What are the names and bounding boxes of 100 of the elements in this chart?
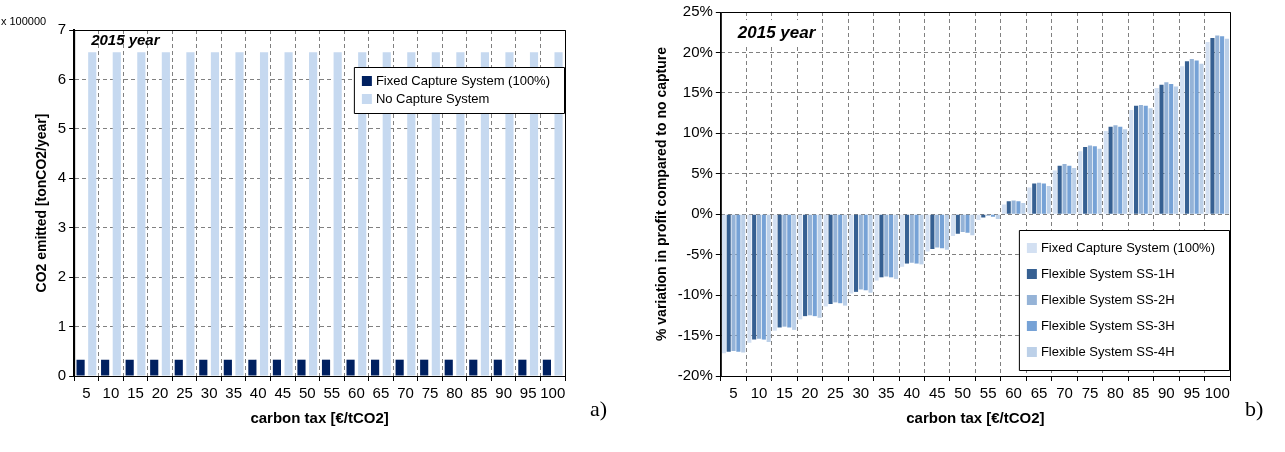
bar [1199,63,1204,214]
x-tick-label: 75 [421,384,439,402]
x-tick-label: 100 [1204,384,1230,402]
bar [1037,182,1042,214]
x-tick-label: 70 [1056,384,1073,402]
bar [1046,185,1051,214]
bar [807,214,812,316]
x-tick-label: 55 [979,384,997,402]
bar [1205,41,1210,214]
bar [1016,201,1021,214]
bar [833,214,838,303]
bar [756,214,762,339]
bar [812,214,817,317]
bar [879,214,884,278]
x-tick-label: 80 [1107,384,1124,402]
bar [930,214,935,249]
x-tick-label: 10 [102,384,120,402]
x-tick-label: 35 [225,384,243,402]
x-tick-label: 35 [877,384,895,402]
bar [1083,147,1088,214]
x-axis-title: carbon tax [€/tCO2] [250,409,389,427]
x-tick-label: 15 [127,384,144,402]
bar [893,214,899,279]
x-tick-label: 60 [1005,384,1022,402]
x-tick-label: 5 [729,384,738,402]
x-tick-label: 40 [249,384,267,402]
x-axis-title: carbon tax [€/tCO2] [906,409,1045,427]
x-tick-label: 15 [776,384,793,402]
x-tick-label: 95 [1183,384,1201,402]
bar [843,214,848,306]
x-tick-label: 70 [397,384,414,402]
legend-label: Flexible System SS-1H [1040,265,1175,281]
bar [761,214,766,340]
bar [1087,145,1093,214]
bar [889,214,894,278]
bar [787,214,792,328]
legend-label: No Capture System [375,90,490,106]
y-tick-label: 7 [57,20,67,38]
bar [1134,105,1139,214]
bar [1180,66,1185,214]
bar [1173,86,1179,214]
bar [1052,170,1057,214]
bar [1169,83,1174,214]
bar [1027,187,1032,214]
bar [1224,38,1229,214]
legend-label: Flexible System SS-3H [1040,317,1175,333]
y-tick-label: 10% [682,123,713,141]
bar [792,214,797,330]
bar [741,214,746,353]
bar [777,214,782,328]
x-tick-label: 90 [1158,384,1175,402]
y-tick-label: 2 [57,267,67,285]
bar [1041,183,1046,214]
bar [884,214,889,277]
bar [782,214,787,327]
bar [752,214,757,340]
bar [1164,82,1169,214]
y-tick-label: 6 [57,69,67,87]
text: b) [1245,395,1264,421]
x-tick-label: 30 [200,384,218,402]
y-tick-label: 1 [57,316,67,334]
bar [1006,201,1011,214]
legend-label: Flexible System SS-4H [1040,343,1175,359]
legend-label: Flexible System SS-2H [1040,291,1175,307]
bar [721,214,726,354]
x-tick-label: 5 [82,384,91,402]
y-tick-label: 25% [682,2,713,20]
bar [1072,168,1077,214]
y-tick-label: -5% [686,244,713,262]
bar [853,214,859,292]
bar [909,214,914,263]
x-tick-label: 85 [470,384,488,402]
x-tick-label: 20 [801,384,819,402]
x-tick-label: 80 [446,384,463,402]
bar [1118,126,1123,214]
x-tick-label: 50 [298,384,316,402]
bar [1011,200,1016,214]
bar [1220,36,1225,214]
bar [817,214,822,318]
x-tick-label: 85 [1132,384,1150,402]
x-tick-label: 25 [827,384,844,402]
y-axis-title: CO2 emitted [tonCO2/year] [33,113,50,293]
y-tick-label: -15% [677,325,713,343]
bar [1143,105,1148,214]
bar [1097,148,1102,214]
bar [1057,165,1062,214]
bar [1148,108,1153,214]
bar [925,214,930,252]
text: x 100000 [0,15,47,28]
x-tick-label: 95 [519,384,537,402]
annotation: 2015 year [90,31,161,49]
y-tick-label: 20% [682,42,713,60]
bar [747,214,752,343]
bar [849,214,854,294]
bar [838,214,843,304]
y-tick-label: 3 [57,217,67,235]
y-tick-label: 15% [682,83,713,101]
x-tick-label: 60 [348,384,365,402]
bar [904,214,909,264]
bar [900,214,905,267]
